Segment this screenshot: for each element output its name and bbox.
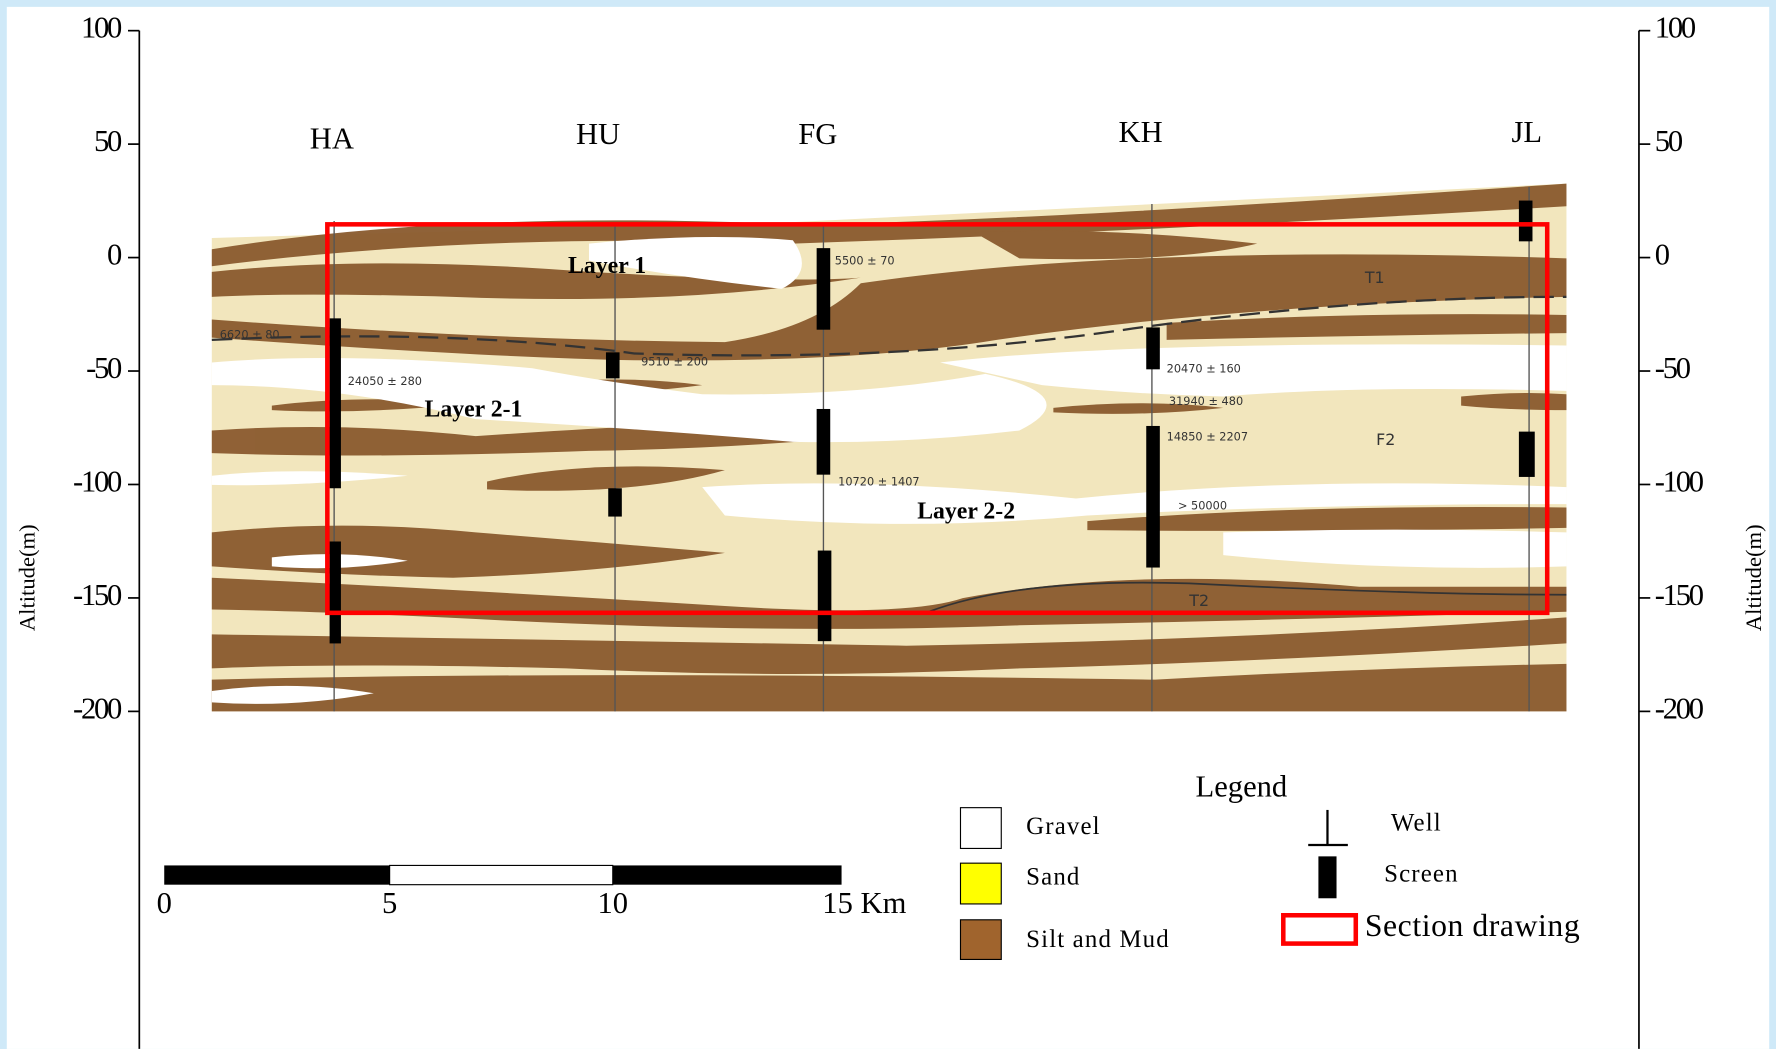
y-tick-label: 50 (1655, 124, 1683, 158)
well-label: HU (576, 117, 620, 151)
layer-label: Layer 2-1 (424, 397, 522, 423)
scale-label: 0 (157, 886, 172, 920)
well-label: HA (310, 122, 354, 156)
legend-label: Gravel (1026, 813, 1101, 840)
axis-title: Altitude(m) (15, 524, 40, 631)
y-tick-label: -200 (73, 691, 122, 725)
layer-label: Layer 2-2 (917, 499, 1015, 525)
annotation: 14850 ± 2207 (1167, 429, 1248, 443)
annotation: T1 (1364, 268, 1385, 287)
layer-label: Layer 1 (568, 253, 646, 279)
annotation: T2 (1188, 591, 1209, 610)
annotation: 5500 ± 70 (835, 254, 895, 268)
annotation: 9510 ± 200 (641, 355, 708, 369)
y-tick-label: -150 (1655, 578, 1704, 612)
legend-title: Legend (1196, 770, 1288, 804)
annotation: F2 (1376, 430, 1395, 449)
well-label: KH (1118, 115, 1162, 149)
y-tick-label: 100 (1655, 11, 1696, 45)
y-tick-label: 0 (107, 238, 122, 272)
y-tick-label: 100 (81, 11, 122, 45)
annotation: 20470 ± 160 (1167, 361, 1241, 375)
y-tick-label: -50 (86, 351, 122, 385)
y-tick-label: -100 (73, 464, 122, 498)
well-label: JL (1512, 115, 1543, 149)
legend-label: Well (1391, 809, 1442, 836)
legend-label: Section drawing (1365, 908, 1580, 943)
y-tick-label: 0 (1655, 238, 1670, 272)
scale-label: 10 (597, 886, 628, 920)
annotation: 6620 ± 80 (220, 327, 280, 341)
scale-label: 15 Km (822, 886, 906, 920)
annotation: 31940 ± 480 (1169, 394, 1243, 408)
well-label: FG (798, 117, 837, 151)
y-tick-label: 50 (94, 124, 122, 158)
axis-title: Altitude(m) (1741, 524, 1766, 631)
legend-label: Screen (1384, 860, 1459, 887)
annotation: 24050 ± 280 (348, 374, 422, 388)
y-tick-label: -200 (1655, 691, 1704, 725)
annotation: > 50000 (1178, 498, 1227, 512)
y-tick-label: -100 (1655, 464, 1704, 498)
legend-label: Silt and Mud (1026, 926, 1170, 953)
scale-label: 5 (382, 886, 397, 920)
annotation: 10720 ± 1407 (838, 475, 919, 489)
y-tick-label: -150 (73, 578, 122, 612)
legend-label: Sand (1026, 864, 1080, 891)
cross-section-figure: 6620 ± 80 24050 ± 280 9510 ± 200 5500 ± … (0, 0, 1776, 1049)
y-tick-label: -50 (1655, 351, 1691, 385)
